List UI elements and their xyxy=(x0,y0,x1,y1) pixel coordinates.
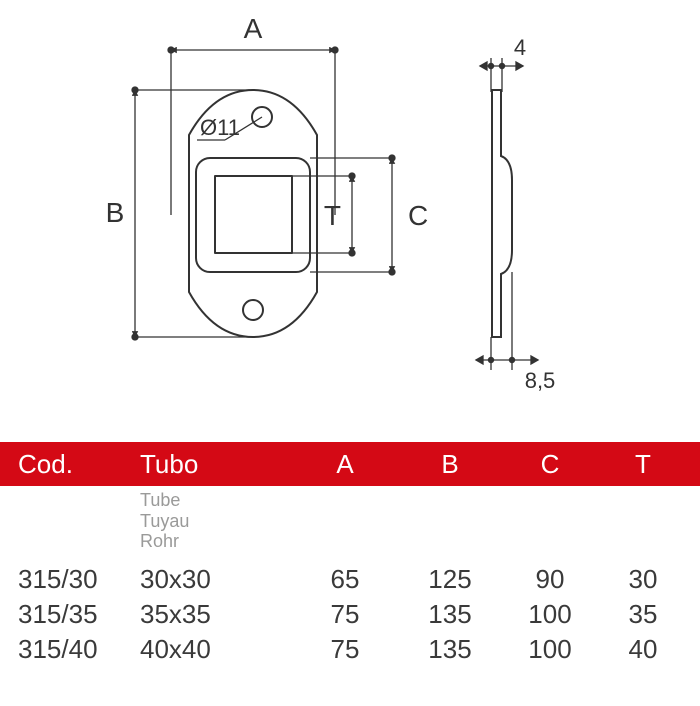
th-B: B xyxy=(400,449,500,480)
dim-hole-diameter: Ø11 xyxy=(200,115,240,140)
cell-B: 125 xyxy=(400,562,500,597)
table-row: 315/4040x407513510040 xyxy=(0,632,700,667)
table-row: 315/3535x357513510035 xyxy=(0,597,700,632)
dim-label-4: 4 xyxy=(514,35,526,60)
dim-label-85: 8,5 xyxy=(525,368,556,393)
table-header-row: Cod. Tubo A B C T xyxy=(0,442,700,486)
cell-A: 75 xyxy=(290,597,400,632)
sub-tuyau: Tuyau xyxy=(140,511,290,532)
technical-diagram: A B T C Ø11 xyxy=(0,0,700,440)
cell-B: 135 xyxy=(400,632,500,667)
cell-T: 35 xyxy=(600,597,700,632)
spec-table: Cod. Tubo A B C T Tube Tuyau Rohr 315/30… xyxy=(0,442,700,667)
table-subheader: Tube Tuyau Rohr xyxy=(0,486,700,562)
sub-rohr: Rohr xyxy=(140,531,290,552)
th-A: A xyxy=(290,449,400,480)
cell-cod: 315/35 xyxy=(0,597,140,632)
th-tubo: Tubo xyxy=(140,449,290,480)
cell-T: 40 xyxy=(600,632,700,667)
cell-C: 100 xyxy=(500,632,600,667)
cell-cod: 315/30 xyxy=(0,562,140,597)
th-C: C xyxy=(500,449,600,480)
cell-A: 65 xyxy=(290,562,400,597)
dim-label-C: C xyxy=(408,200,428,231)
table-row: 315/3030x30651259030 xyxy=(0,562,700,597)
dim-label-T: T xyxy=(324,200,341,231)
cell-cod: 315/40 xyxy=(0,632,140,667)
th-T: T xyxy=(600,449,700,480)
cell-tubo: 40x40 xyxy=(140,632,290,667)
cell-A: 75 xyxy=(290,632,400,667)
th-cod: Cod. xyxy=(0,449,140,480)
cell-tubo: 35x35 xyxy=(140,597,290,632)
dim-label-B: B xyxy=(106,197,125,228)
cell-C: 100 xyxy=(500,597,600,632)
cell-T: 30 xyxy=(600,562,700,597)
cell-C: 90 xyxy=(500,562,600,597)
dim-label-A: A xyxy=(244,13,263,44)
cell-B: 135 xyxy=(400,597,500,632)
cell-tubo: 30x30 xyxy=(140,562,290,597)
sub-tube: Tube xyxy=(140,490,290,511)
